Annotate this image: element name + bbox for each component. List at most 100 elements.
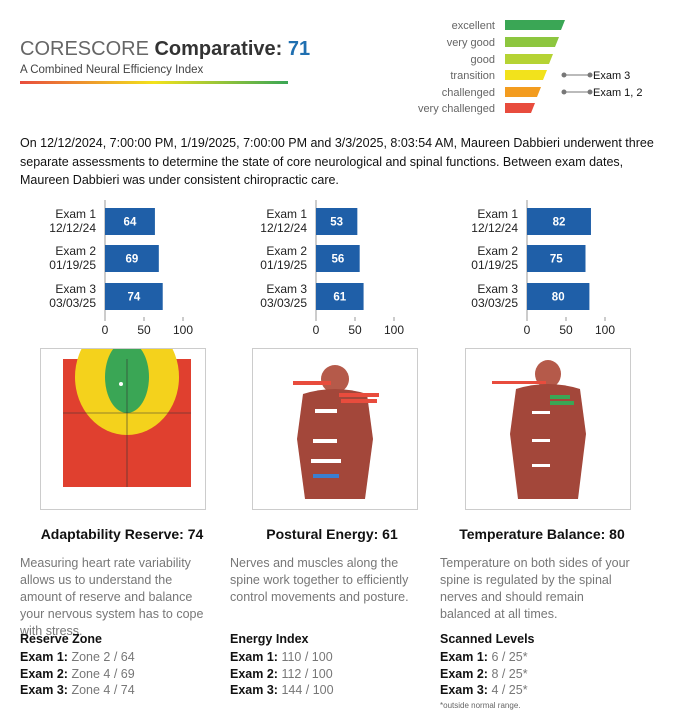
row-label: Exam 2: bbox=[230, 666, 278, 681]
brand: CORESCORE bbox=[20, 38, 149, 60]
row-value: 6 / 25* bbox=[491, 650, 528, 664]
panel-description: Nerves and muscles along the spine work … bbox=[230, 556, 409, 604]
x-tick-label: 100 bbox=[384, 323, 404, 337]
row-label: Exam 3: bbox=[440, 683, 488, 697]
exam-row: Exam 3: 144 / 100 bbox=[230, 683, 334, 697]
section-title: Energy Index bbox=[230, 632, 309, 646]
bar bbox=[105, 245, 159, 272]
value-label: 82 bbox=[553, 217, 566, 229]
category-label: Exam 2 bbox=[55, 244, 96, 258]
title: CORESCORE Comparative: 71 bbox=[20, 38, 310, 61]
thermal-scan bbox=[492, 360, 586, 499]
value-label: 53 bbox=[330, 217, 343, 229]
row-value: 110 / 100 bbox=[281, 650, 333, 664]
exam-row: Exam 1: Zone 2 / 64 bbox=[20, 650, 135, 664]
exam-row: Exam 2: 8 / 25* bbox=[440, 667, 528, 681]
row-label: Exam 2: bbox=[440, 666, 488, 681]
x-tick-label: 50 bbox=[137, 323, 151, 337]
category-label: 03/03/25 bbox=[260, 296, 307, 310]
value-label: 64 bbox=[124, 217, 137, 229]
scale-label: transition bbox=[450, 70, 495, 82]
category-label: 12/12/24 bbox=[260, 221, 307, 235]
row-value: 144 / 100 bbox=[281, 683, 334, 697]
category-label: 01/19/25 bbox=[260, 258, 307, 272]
value-label: 74 bbox=[127, 292, 140, 304]
row-value: Zone 4 / 74 bbox=[71, 683, 135, 697]
gradient-rule bbox=[20, 81, 288, 84]
scale-label: challenged bbox=[442, 87, 495, 99]
scale-bar bbox=[505, 70, 547, 80]
scale-bar bbox=[505, 20, 565, 30]
row-value: 112 / 100 bbox=[281, 666, 333, 681]
x-tick-label: 50 bbox=[559, 323, 573, 337]
x-tick-label: 100 bbox=[595, 323, 615, 337]
row-label: Exam 1: bbox=[440, 650, 488, 664]
hrv-plot bbox=[63, 319, 191, 487]
row-value: Zone 4 / 69 bbox=[71, 666, 135, 681]
section-title: Reserve Zone bbox=[20, 632, 102, 646]
row-value: 4 / 25* bbox=[491, 683, 528, 697]
panel-title: Temperature Balance: 80 bbox=[459, 526, 625, 542]
panel-description: Measuring heart rate variability allows … bbox=[20, 556, 204, 638]
scale-bar bbox=[505, 87, 541, 97]
bar bbox=[316, 245, 360, 272]
scale-bar bbox=[505, 54, 553, 64]
posture-scan bbox=[293, 365, 379, 499]
value-label: 80 bbox=[552, 292, 565, 304]
intro: On 12/12/2024, 7:00:00 PM, 1/19/2025, 7:… bbox=[20, 136, 654, 187]
bar bbox=[316, 208, 358, 235]
bar bbox=[527, 283, 590, 310]
category-label: 12/12/24 bbox=[471, 221, 518, 235]
bar bbox=[527, 245, 586, 272]
bar bbox=[105, 208, 155, 235]
row-value: 8 / 25* bbox=[491, 666, 528, 681]
subtitle: A Combined Neural Efficiency Index bbox=[20, 64, 204, 76]
category-label: 12/12/24 bbox=[49, 221, 96, 235]
hrv-image bbox=[40, 319, 206, 510]
marker-label: Exam 3 bbox=[593, 70, 630, 82]
scale-label: very challenged bbox=[418, 103, 495, 115]
marker-label: Exam 1, 2 bbox=[593, 87, 643, 99]
exam-row: Exam 3: 4 / 25* bbox=[440, 683, 528, 697]
value-label: 69 bbox=[126, 254, 139, 266]
scale-bar bbox=[505, 37, 559, 47]
footnote: *outside normal range. bbox=[440, 701, 521, 710]
bar bbox=[316, 283, 364, 310]
category-label: Exam 3 bbox=[477, 282, 518, 296]
row-label: Exam 3: bbox=[230, 683, 278, 697]
x-tick-label: 0 bbox=[102, 323, 109, 337]
scale-label: very good bbox=[447, 37, 495, 49]
category-label: Exam 1 bbox=[266, 207, 307, 221]
row-value: Zone 2 / 64 bbox=[71, 650, 135, 664]
section-title: Scanned Levels bbox=[440, 632, 535, 646]
category-label: 03/03/25 bbox=[49, 296, 96, 310]
x-tick-label: 50 bbox=[348, 323, 362, 337]
x-tick-label: 0 bbox=[313, 323, 320, 337]
exam-row: Exam 3: Zone 4 / 74 bbox=[20, 683, 135, 697]
x-tick-label: 100 bbox=[173, 323, 193, 337]
exam-row: Exam 1: 6 / 25* bbox=[440, 650, 528, 664]
category-label: 01/19/25 bbox=[471, 258, 518, 272]
marker-dot bbox=[587, 72, 593, 78]
thermal-image bbox=[465, 348, 631, 510]
panel-title: Postural Energy: 61 bbox=[266, 526, 398, 542]
row-label: Exam 2: bbox=[20, 666, 68, 681]
x-tick-label: 0 bbox=[524, 323, 531, 337]
category-label: Exam 2 bbox=[266, 244, 307, 258]
score-scale: excellent very good good transition challeng… bbox=[418, 20, 643, 115]
exam-row: Exam 1: 110 / 100 bbox=[230, 650, 333, 664]
value-label: 75 bbox=[550, 254, 563, 266]
value-label: 56 bbox=[331, 254, 344, 266]
scale-label: good bbox=[471, 54, 495, 66]
value-label: 61 bbox=[333, 292, 346, 304]
title-label: Comparative: bbox=[154, 38, 283, 60]
marker-dot bbox=[561, 89, 567, 95]
scale-bar bbox=[505, 103, 535, 113]
category-label: 01/19/25 bbox=[49, 258, 96, 272]
panel-title: Adaptability Reserve: 74 bbox=[40, 526, 204, 542]
category-label: Exam 3 bbox=[266, 282, 307, 296]
marker-dot bbox=[561, 72, 567, 78]
panel-description: Temperature on both sides of your spine … bbox=[440, 556, 630, 621]
